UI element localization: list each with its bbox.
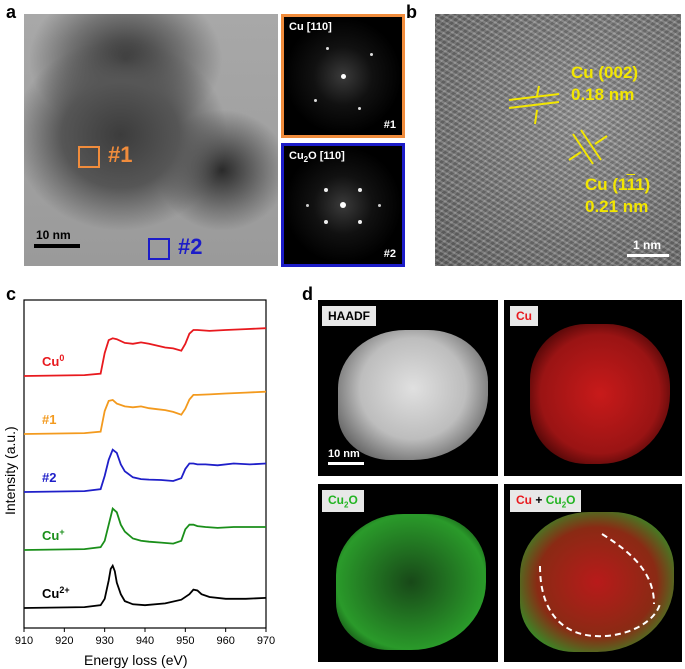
x-tick-label: 910 bbox=[15, 635, 33, 647]
plane2-name: Cu (111) bbox=[585, 175, 651, 194]
series-label-Cu0: Cu0 bbox=[42, 353, 64, 369]
series-line-#1 bbox=[23, 390, 267, 435]
region2-label: #2 bbox=[178, 234, 203, 259]
series-line-Cu2+ bbox=[23, 563, 267, 609]
scale-bar bbox=[328, 462, 364, 465]
series-line-#2 bbox=[23, 448, 267, 493]
series-label-#1: #1 bbox=[42, 412, 56, 427]
haadf-tag: HAADF bbox=[322, 306, 376, 326]
cu2o-particle bbox=[336, 514, 486, 650]
fft2-spot bbox=[358, 220, 362, 224]
series-line-Cu+ bbox=[23, 506, 266, 551]
scale-bar bbox=[34, 244, 80, 248]
x-tick-label: 920 bbox=[55, 635, 73, 647]
region1-label: #1 bbox=[108, 142, 133, 167]
plane2-label: Cu (111) 0.21 nm bbox=[585, 174, 650, 218]
cu2o-tag: Cu2O bbox=[322, 490, 364, 513]
hrtem-image: Cu (002) 0.18 nm Cu (111) 0.21 nm 1 nm bbox=[435, 14, 681, 266]
region2-box bbox=[148, 238, 170, 260]
fft1-label: #1 bbox=[383, 119, 396, 131]
fft2-center-spot bbox=[340, 202, 346, 208]
panel-label-d: d bbox=[302, 284, 313, 304]
haadf-particle bbox=[338, 330, 488, 460]
fft1-title: Cu [110] bbox=[289, 21, 332, 33]
x-tick-label: 930 bbox=[95, 635, 113, 647]
cu-map: Cu bbox=[504, 300, 682, 476]
scale-label: 10 nm bbox=[36, 228, 71, 242]
boundary-curves bbox=[539, 533, 661, 638]
fft1-image: Cu [110] #1 bbox=[281, 14, 405, 138]
series-line-Cu0 bbox=[23, 327, 267, 377]
plane1-label: Cu (002) 0.18 nm bbox=[571, 62, 638, 106]
series-label-Cu2+: Cu2+ bbox=[42, 585, 70, 601]
series-label-Cu+: Cu+ bbox=[42, 527, 65, 543]
panel-label-b: b bbox=[406, 2, 417, 22]
x-tick-label: 950 bbox=[176, 635, 194, 647]
tem-image: #1 #2 10 nm bbox=[24, 14, 278, 266]
x-axis-label: Energy loss (eV) bbox=[84, 652, 188, 668]
fft2-title: Cu2O [110] bbox=[289, 150, 345, 165]
plane2-d: 0.21 nm bbox=[585, 197, 649, 216]
plane1-d: 0.18 nm bbox=[571, 85, 635, 104]
panel-label-a: a bbox=[6, 2, 17, 22]
plane1-name: Cu (002) bbox=[571, 63, 639, 82]
fft1-center-spot bbox=[341, 74, 346, 79]
x-tick-label: 940 bbox=[136, 635, 154, 647]
scale-label: 1 nm bbox=[633, 238, 662, 252]
fft1-spot bbox=[314, 99, 317, 102]
fft2-spot bbox=[378, 204, 381, 207]
fft1-spot bbox=[326, 47, 329, 50]
overlay-map: Cu + Cu2O bbox=[504, 484, 682, 662]
overlay-tag: Cu + Cu2O bbox=[510, 490, 582, 513]
eels-chart: 910 920 930 940 950 960 970 Cu0 #1 #2 Cu+ Cu2+ bbox=[15, 299, 275, 647]
fft2-image: Cu2O [110] #2 bbox=[281, 143, 405, 267]
x-tick-label: 970 bbox=[257, 635, 275, 647]
fft2-label: #2 bbox=[383, 248, 396, 260]
fft2-spot bbox=[324, 220, 328, 224]
cu-tag: Cu bbox=[510, 306, 538, 326]
overlay-particle bbox=[520, 512, 674, 652]
fft2-spot bbox=[306, 204, 309, 207]
panel-label-c: c bbox=[6, 284, 17, 304]
lattice-annotation bbox=[508, 85, 608, 165]
fft1-spot bbox=[370, 53, 373, 56]
cu2o-map: Cu2O bbox=[318, 484, 498, 662]
series-label-#2: #2 bbox=[42, 470, 56, 485]
scale-bar bbox=[627, 254, 669, 257]
fft2-spot bbox=[358, 188, 362, 192]
scale-label: 10 nm bbox=[328, 448, 360, 460]
fft1-spot bbox=[358, 107, 361, 110]
region1-box bbox=[78, 146, 100, 168]
fft2-spot bbox=[324, 188, 328, 192]
x-tick-label: 960 bbox=[216, 635, 234, 647]
haadf-map: HAADF 10 nm bbox=[318, 300, 498, 476]
cu-particle bbox=[530, 324, 670, 464]
